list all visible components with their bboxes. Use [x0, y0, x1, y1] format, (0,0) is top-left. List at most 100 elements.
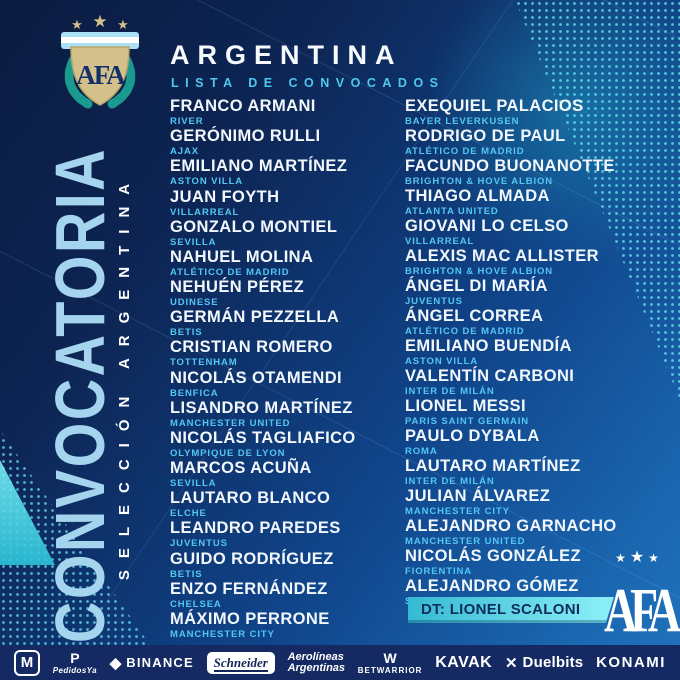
player-entry: JULIAN ÁLVAREZ MANCHESTER CITY [405, 487, 657, 517]
crest-monogram: AFA [76, 60, 126, 90]
player-club: VILLARREAL [170, 206, 240, 218]
player-name: NEHUÉN PÉREZ [170, 278, 305, 297]
sponsor-mcdonalds: M [14, 649, 40, 676]
player-club: BETIS [170, 568, 203, 580]
player-entry: GERÓNIMO RULLI AJAX [170, 127, 398, 157]
player-entry: CRISTIAN ROMERO TOTTENHAM [170, 338, 398, 368]
sponsor-duelbits: ✕ Duelbits [505, 654, 583, 672]
player-club: JUVENTUS [405, 296, 463, 307]
duelbits-wordmark: Duelbits [522, 654, 584, 671]
coach-banner: DT: LIONEL SCALONI [408, 597, 614, 623]
player-name: GONZALO MONTIEL [170, 217, 338, 236]
schneider-label: Schneider [206, 651, 275, 674]
player-club: BRIGHTON & HOVE ALBION [405, 176, 554, 187]
player-entry: ENZO FERNÁNDEZ CHELSEA [170, 580, 398, 610]
player-name: LAUTARO MARTÍNEZ [405, 457, 581, 475]
sponsor-aerolineas: Aerolíneas Argentinas [287, 651, 346, 674]
player-entry: LIONEL MESSI PARIS SAINT GERMAIN [405, 397, 657, 427]
player-club: CHELSEA [170, 598, 222, 610]
player-name: LAUTARO BLANCO [170, 489, 331, 508]
player-name: GIOVANI LO CELSO [405, 217, 569, 235]
coach-name: DT: LIONEL SCALONI [421, 601, 581, 618]
player-club: ATLANTA UNITED [405, 206, 499, 217]
player-club: ATLÉTICO DE MADRID [405, 146, 525, 157]
afa-white-logo: ★★★ AFA [600, 549, 680, 648]
player-name: ÁNGEL CORREA [405, 307, 544, 325]
player-name: MARCOS ACUÑA [170, 459, 312, 478]
player-name: FACUNDO BUONANOTTE [405, 157, 615, 175]
sponsor-schneider: Schneider [206, 651, 275, 674]
sponsor-konami: KONAMI [596, 654, 666, 671]
player-entry: LAUTARO MARTÍNEZ INTER DE MILÁN [405, 457, 657, 487]
player-entry: RODRIGO DE PAUL ATLÉTICO DE MADRID [405, 127, 657, 157]
binance-wordmark: BINANCE [126, 655, 194, 670]
vertical-title-convocatoria: CONVOCATORIA [41, 146, 119, 644]
player-entry: NAHUEL MOLINA ATLÉTICO DE MADRID [170, 248, 398, 278]
player-club: AJAX [170, 146, 199, 158]
player-club: BAYER LEVERKUSEN [405, 116, 520, 127]
player-club: ASTON VILLA [405, 356, 479, 367]
player-entry: GERMÁN PEZZELLA BETIS [170, 308, 398, 338]
player-club: UDINESE [170, 297, 219, 309]
player-name: NAHUEL MOLINA [170, 247, 314, 266]
player-name: ÁNGEL DI MARÍA [405, 277, 548, 295]
schneider-wordmark: Schneider [213, 654, 268, 672]
player-entry: NICOLÁS GONZÁLEZ FIORENTINA [405, 547, 657, 577]
player-name: RODRIGO DE PAUL [405, 127, 566, 145]
aerolineas-wordmark: Aerolíneas Argentinas [287, 651, 346, 674]
player-entry: GIOVANI LO CELSO VILLARREAL [405, 217, 657, 247]
sponsor-betwarrior: W BETWARRIOR [358, 651, 423, 675]
duelbits-glyph-icon: ✕ [504, 654, 518, 672]
player-name: NICOLÁS OTAMENDI [170, 368, 343, 387]
mcdonalds-arches-icon: M [14, 649, 40, 676]
player-club: MANCHESTER UNITED [405, 536, 526, 547]
player-entry: LEANDRO PAREDES JUVENTUS [170, 519, 398, 549]
sponsor-kavak: KAVAK [435, 654, 492, 672]
player-entry: JUAN FOYTH VILLARREAL [170, 188, 398, 218]
crest-star-icon: ★ [92, 12, 107, 32]
player-list-right: EXEQUIEL PALACIOS BAYER LEVERKUSEN RODRIGO… [405, 97, 657, 607]
player-club: INTER DE MILÁN [405, 386, 495, 397]
player-name: LIONEL MESSI [405, 397, 526, 415]
konami-wordmark: KONAMI [596, 654, 666, 671]
sponsor-pedidosya: P PedidosYa [53, 651, 97, 675]
sponsor-binance: ◆ BINANCE [110, 654, 194, 672]
player-entry: NICOLÁS OTAMENDI BENFICA [170, 369, 398, 399]
player-club: TOTTENHAM [170, 357, 238, 369]
player-club: JUVENTUS [170, 538, 228, 550]
player-name: PAULO DYBALA [405, 427, 540, 445]
player-name: NICOLÁS GONZÁLEZ [405, 547, 581, 565]
player-club: ELCHE [170, 508, 207, 520]
player-name: EMILIANO BUENDÍA [405, 337, 572, 355]
player-name: MÁXIMO PERRONE [170, 609, 330, 628]
betwarrior-glyph-icon: W [383, 649, 397, 666]
player-club: MANCHESTER CITY [170, 628, 275, 640]
aerolineas-line2: Argentinas [287, 661, 346, 674]
crest-shield [70, 46, 130, 106]
player-club: ATLÉTICO DE MADRID [405, 326, 525, 337]
player-club: MANCHESTER CITY [405, 506, 510, 517]
player-name: EXEQUIEL PALACIOS [405, 97, 584, 115]
player-name: NICOLÁS TAGLIAFICO [170, 428, 356, 447]
player-entry: THIAGO ALMADA ATLANTA UNITED [405, 187, 657, 217]
player-entry: ÁNGEL CORREA ATLÉTICO DE MADRID [405, 307, 657, 337]
player-entry: NICOLÁS TAGLIAFICO OLYMPIQUE DE LYON [170, 429, 398, 459]
player-entry: GONZALO MONTIEL SEVILLA [170, 218, 398, 248]
player-name: EMILIANO MARTÍNEZ [170, 157, 348, 176]
kavak-wordmark: KAVAK [435, 653, 493, 671]
player-club: ASTON VILLA [170, 176, 244, 188]
afa-stars-icon: ★★★ [615, 549, 663, 566]
player-entry: NEHUÉN PÉREZ UDINESE [170, 278, 398, 308]
player-name: THIAGO ALMADA [405, 187, 550, 205]
player-entry: ALEJANDRO GARNACHO MANCHESTER UNITED [405, 517, 657, 547]
player-name: ALEJANDRO GARNACHO [405, 517, 617, 535]
player-club: MANCHESTER UNITED [170, 417, 291, 429]
crest-star-icon: ★ [117, 18, 129, 33]
player-name: VALENTÍN CARBONI [405, 367, 575, 385]
player-club: SEVILLA [170, 236, 217, 248]
page-title: ARGENTINA [170, 40, 403, 70]
player-entry: PAULO DYBALA ROMA [405, 427, 657, 457]
player-club: VILLARREAL [405, 236, 475, 247]
player-entry: LAUTARO BLANCO ELCHE [170, 489, 398, 519]
player-club: INTER DE MILÁN [405, 476, 495, 487]
